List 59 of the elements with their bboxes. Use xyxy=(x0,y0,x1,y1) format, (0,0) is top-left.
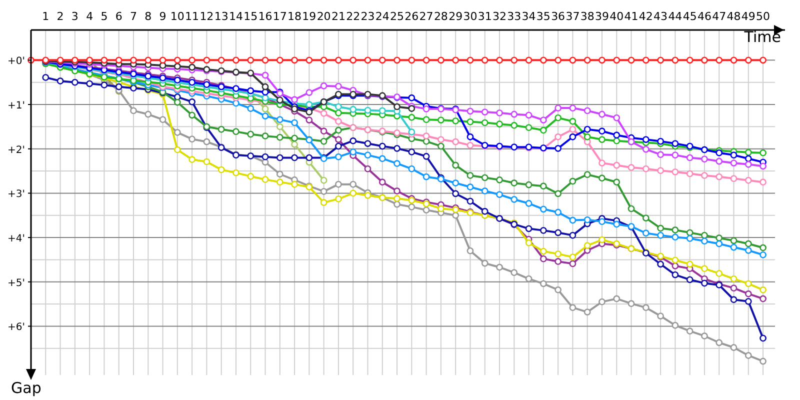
x-tick-label: 34 xyxy=(522,10,536,23)
x-tick-label: 44 xyxy=(668,10,682,23)
x-tick-label: 12 xyxy=(200,10,214,23)
y-tick-label: +3' xyxy=(8,189,25,200)
x-tick-label: 17 xyxy=(272,10,287,23)
x-tick-label: 40 xyxy=(610,10,624,23)
x-tick-label: 43 xyxy=(654,10,668,23)
x-tick-label: 26 xyxy=(404,10,419,23)
x-tick-label: 31 xyxy=(478,10,492,23)
x-tick-label: 11 xyxy=(185,10,200,23)
x-tick-label: 13 xyxy=(214,10,228,23)
x-tick-label: 46 xyxy=(697,10,712,23)
x-tick-label: 30 xyxy=(463,10,478,23)
x-tick-label: 47 xyxy=(712,10,726,23)
x-tick-label: 49 xyxy=(741,10,756,23)
y-axis-title: Gap xyxy=(11,379,42,397)
x-tick-label: 6 xyxy=(115,10,122,23)
x-tick-label: 10 xyxy=(170,10,184,23)
x-tick-label: 33 xyxy=(507,10,522,23)
x-tick-label: 18 xyxy=(288,10,302,23)
x-tick-label: 7 xyxy=(130,10,137,23)
y-tick-label: +5' xyxy=(8,278,25,289)
x-tick-label: 2 xyxy=(56,10,64,23)
x-tick-label: 37 xyxy=(566,10,580,23)
x-tick-label: 22 xyxy=(346,10,360,23)
y-tick-label: +2' xyxy=(8,144,25,156)
x-tick-label: 5 xyxy=(100,10,108,23)
x-tick-label: 15 xyxy=(244,10,258,23)
x-tick-label: 4 xyxy=(86,10,94,23)
y-tick-label: +1' xyxy=(8,100,25,112)
x-tick-label: 38 xyxy=(580,10,594,23)
x-tick-label: 16 xyxy=(258,10,272,23)
x-tick-label: 29 xyxy=(448,10,463,23)
x-tick-label: 23 xyxy=(360,10,375,23)
x-tick-label: 35 xyxy=(536,10,550,23)
y-tick-label: +4' xyxy=(8,234,25,245)
x-tick-label: 45 xyxy=(682,10,697,23)
x-tick-label: 3 xyxy=(71,10,78,23)
y-tick-label: +6' xyxy=(8,322,25,334)
x-tick-label: 1 xyxy=(42,10,50,23)
x-tick-label: 39 xyxy=(594,10,609,23)
x-tick-label: 14 xyxy=(228,10,243,23)
x-tick-label: 20 xyxy=(316,10,331,23)
x-tick-label: 9 xyxy=(159,10,166,23)
x-tick-label: 25 xyxy=(390,10,404,23)
x-tick-label: 27 xyxy=(419,10,434,23)
x-tick-label: 8 xyxy=(144,10,152,23)
y-tick-label: +0' xyxy=(8,56,25,68)
x-tick-label: 28 xyxy=(434,10,448,23)
x-tick-label: 41 xyxy=(624,10,638,23)
x-tick-label: 50 xyxy=(756,10,770,23)
x-tick-label: 24 xyxy=(375,10,390,23)
x-tick-label: 42 xyxy=(638,10,653,23)
x-tick-label: 32 xyxy=(492,10,507,23)
x-axis-title: Time xyxy=(743,28,781,46)
x-tick-label: 19 xyxy=(302,10,316,23)
x-tick-label: 48 xyxy=(726,10,741,23)
x-tick-label: 21 xyxy=(331,10,346,23)
x-tick-label: 36 xyxy=(551,10,566,23)
